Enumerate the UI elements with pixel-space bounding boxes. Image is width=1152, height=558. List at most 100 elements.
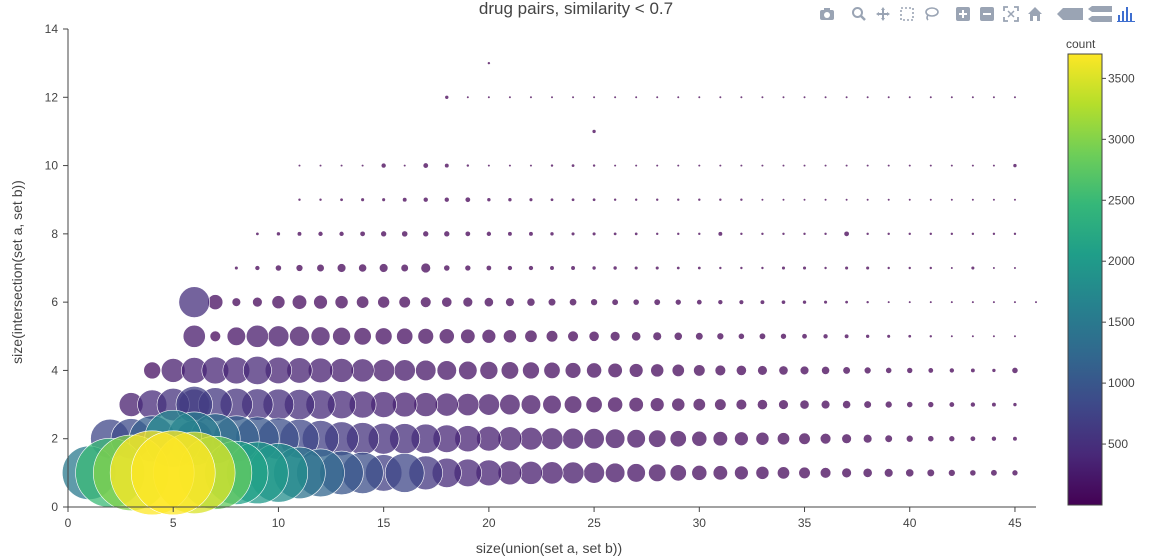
scatter-point[interactable] — [845, 266, 849, 270]
scatter-point[interactable] — [655, 266, 659, 270]
scatter-point[interactable] — [677, 198, 680, 201]
scatter-point[interactable] — [486, 265, 492, 271]
scatter-point[interactable] — [571, 198, 575, 202]
scatter-point[interactable] — [400, 263, 409, 273]
scatter-point[interactable] — [592, 232, 596, 236]
scatter-point[interactable] — [778, 365, 789, 376]
scatter-point[interactable] — [1011, 367, 1019, 374]
scatter-point[interactable] — [1013, 402, 1017, 407]
scatter-point[interactable] — [483, 297, 494, 308]
scatter-point[interactable] — [866, 300, 869, 304]
scatter-point[interactable] — [358, 263, 367, 273]
scatter-point[interactable] — [677, 232, 680, 236]
scatter-point[interactable] — [626, 429, 646, 449]
scatter-point[interactable] — [929, 266, 932, 270]
scatter-point[interactable] — [799, 399, 810, 410]
scatter-point[interactable] — [845, 164, 848, 167]
scatter-point[interactable] — [465, 197, 471, 203]
scatter-point[interactable] — [819, 467, 832, 479]
scatter-point[interactable] — [507, 265, 513, 271]
scatter-point[interactable] — [334, 295, 349, 309]
scatter-point[interactable] — [927, 435, 935, 443]
scatter-point[interactable] — [634, 232, 638, 236]
scatter-point[interactable] — [948, 469, 956, 477]
scatter-point[interactable] — [571, 164, 575, 167]
scatter-point[interactable] — [607, 396, 623, 413]
scatter-point[interactable] — [841, 433, 852, 444]
scatter-point[interactable] — [735, 398, 748, 411]
scatter-point[interactable] — [545, 330, 559, 343]
scatter-point[interactable] — [607, 362, 623, 378]
scatter-point[interactable] — [571, 232, 575, 236]
scatter-point[interactable] — [734, 465, 749, 481]
scatter-point[interactable] — [969, 469, 977, 477]
scatter-point[interactable] — [1013, 436, 1017, 441]
scatter-point[interactable] — [908, 232, 911, 236]
scatter-point[interactable] — [361, 164, 364, 167]
scatter-point[interactable] — [971, 164, 974, 167]
scatter-point[interactable] — [361, 198, 365, 202]
scatter-point[interactable] — [332, 326, 351, 346]
scatter-point[interactable] — [929, 335, 932, 338]
scatter-point[interactable] — [1012, 470, 1018, 476]
scatter-point[interactable] — [635, 164, 638, 167]
scatter-point[interactable] — [677, 96, 680, 99]
scatter-point[interactable] — [656, 232, 659, 236]
scatter-point[interactable] — [669, 464, 687, 482]
scatter-point[interactable] — [182, 324, 206, 348]
scatter-point[interactable] — [465, 231, 471, 237]
scatter-point[interactable] — [929, 232, 932, 236]
scatter-point[interactable] — [906, 401, 914, 408]
scatter-point[interactable] — [971, 266, 975, 270]
scatter-point[interactable] — [590, 298, 598, 306]
scatter-point[interactable] — [592, 129, 596, 134]
scatter-point[interactable] — [289, 325, 310, 347]
scatter-point[interactable] — [842, 400, 851, 409]
scatter-point[interactable] — [632, 298, 640, 306]
scatter-point[interactable] — [824, 164, 827, 167]
scatter-point[interactable] — [698, 232, 701, 236]
scatter-point[interactable] — [585, 396, 603, 414]
scatter-point[interactable] — [949, 436, 955, 442]
scatter-point[interactable] — [991, 436, 997, 441]
scatter-point[interactable] — [234, 266, 238, 270]
scatter-point[interactable] — [757, 365, 768, 376]
scatter-point[interactable] — [528, 265, 534, 271]
scatter-point[interactable] — [519, 461, 543, 485]
scatter-point[interactable] — [844, 231, 850, 237]
scatter-point[interactable] — [777, 466, 790, 480]
scatter-point[interactable] — [522, 361, 540, 380]
scatter-point[interactable] — [992, 198, 995, 201]
scatter-point[interactable] — [209, 330, 221, 342]
scatter-point[interactable] — [862, 467, 873, 478]
scatter-point[interactable] — [887, 198, 890, 201]
scatter-point[interactable] — [423, 197, 428, 202]
scatter-point[interactable] — [401, 230, 409, 238]
scatter-point[interactable] — [444, 163, 449, 168]
scatter-point[interactable] — [866, 164, 869, 167]
scatter-point[interactable] — [377, 295, 390, 309]
plotly-logo-icon[interactable] — [1116, 4, 1138, 24]
scatter-point[interactable] — [821, 366, 830, 375]
scatter-point[interactable] — [884, 468, 894, 478]
scatter-point[interactable] — [991, 402, 996, 407]
scatter-point[interactable] — [905, 468, 915, 478]
scatter-point[interactable] — [143, 361, 161, 380]
scatter-point[interactable] — [845, 300, 848, 304]
scatter-point[interactable] — [384, 453, 425, 493]
scatter-point[interactable] — [298, 198, 301, 201]
scatter-point[interactable] — [487, 198, 491, 202]
scatter-point[interactable] — [613, 198, 617, 201]
scatter-point[interactable] — [734, 431, 749, 446]
scatter-point[interactable] — [929, 301, 932, 304]
scatter-point[interactable] — [628, 363, 644, 378]
scatter-point[interactable] — [654, 299, 661, 306]
scatter-point[interactable] — [130, 430, 216, 516]
scatter-point[interactable] — [803, 232, 806, 236]
scatter-point[interactable] — [719, 164, 722, 167]
scatter-point[interactable] — [908, 198, 911, 201]
scatter-point[interactable] — [863, 366, 872, 375]
scatter-point[interactable] — [652, 331, 662, 341]
scatter-point[interactable] — [572, 96, 575, 99]
scatter-point[interactable] — [719, 266, 722, 270]
